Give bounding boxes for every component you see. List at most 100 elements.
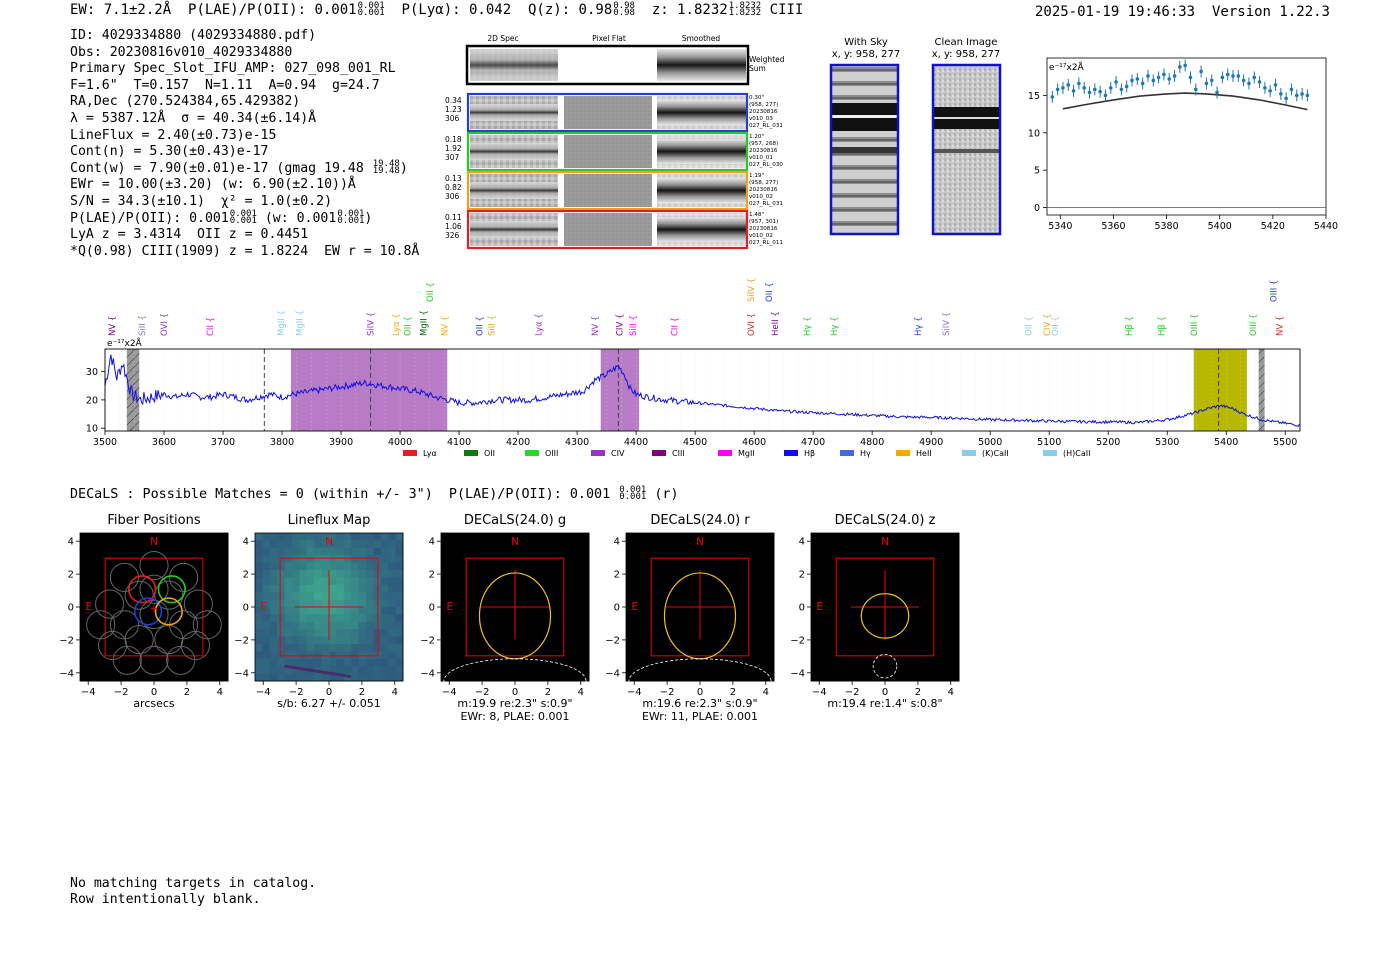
spectrum-frame — [104, 348, 1301, 432]
spectrum-x-tick: 4200 — [506, 437, 530, 448]
imaging-y-tick: 0 — [243, 603, 249, 614]
svg-text:MgII {: MgII { — [296, 310, 306, 336]
imaging-y-tick: −2 — [59, 635, 74, 646]
spectral-line-label: SiIV { — [367, 312, 377, 336]
zoom-y-tick: 15 — [1028, 91, 1040, 102]
spectral-line-label: SiIV { — [942, 312, 952, 336]
spectrum-x-tick: 5100 — [1037, 437, 1061, 448]
spectrum-x-tick: 4500 — [683, 437, 707, 448]
version: Version 1.22.3 — [1211, 4, 1330, 20]
spectrum-x-tick: 5000 — [978, 437, 1002, 448]
spectral-line-label: Hβ { — [1157, 316, 1167, 336]
svg-text:NV {: NV { — [591, 316, 601, 336]
legend-swatch — [962, 450, 976, 456]
imaging-x-tick: 4 — [763, 687, 769, 698]
zoom-y-tick: 5 — [1034, 166, 1040, 177]
spectrum-body: e⁻¹⁷x2Å 3500 3600 3700 3800 3900 4000 4100 4200 4… — [86, 337, 1301, 448]
cutout-row-right-4: v010_02 — [749, 233, 773, 239]
imaging-y-tick: −4 — [605, 668, 620, 679]
spectral-line-label: OIII { — [1269, 280, 1279, 302]
zoom-data-point — [1055, 87, 1060, 92]
zoom-data-point — [1093, 87, 1097, 92]
spectral-line-label: CIV { — [1043, 314, 1053, 336]
legend-label: CIV — [611, 449, 625, 458]
zoom-x-tick: 5360 — [1101, 221, 1125, 232]
spectral-line-label: MgII { — [420, 310, 430, 336]
imaging-x-tick: 0 — [151, 687, 157, 698]
svg-text:OII {: OII { — [476, 316, 486, 336]
info-contn: Cont(n) = 5.30(±0.43)e-17 — [70, 144, 269, 160]
imaging-y-tick: −4 — [234, 668, 249, 679]
imaging-x-tick: 0 — [697, 687, 703, 698]
spectral-line-label: SiII { — [138, 315, 148, 336]
info-q: *Q(0.98) CIII(1909) z = 1.8224 EW r = 10… — [70, 243, 420, 259]
info-radec: RA,Dec (270.524384,65.429382) — [70, 94, 301, 110]
imaging-y-tick: 4 — [614, 537, 620, 548]
cutout-row-border — [466, 92, 749, 133]
imaging-y-tick: 0 — [799, 603, 805, 614]
spectrum-x-tick: 4100 — [447, 437, 471, 448]
imaging-x-tick: 0 — [512, 687, 518, 698]
east-label: E — [261, 601, 268, 613]
imaging-y-tick: 2 — [243, 570, 249, 581]
timestamp: 2025-01-19 19:46:33 — [1034, 4, 1196, 20]
imaging-y-tick: −4 — [59, 668, 74, 679]
footer-line-2: Row intentionally blank. — [70, 891, 261, 907]
with-sky-title: With Sky x, y: 958, 277 — [831, 37, 901, 60]
zoom-data-point — [1252, 75, 1257, 80]
cutout-row-border — [466, 131, 749, 172]
header-plae-frac: 0.001 0.001 — [357, 1, 385, 18]
info-lya: LyA z = 3.4314 OII z = 0.4451 — [70, 227, 309, 243]
imaging-x-tick: 2 — [359, 687, 365, 698]
imaging-y-tick: −2 — [790, 635, 805, 646]
info-ewr: EWr = 10.00(±3.20) (w: 6.90(±2.10))Å — [70, 177, 356, 193]
imaging-x-tick: −4 — [627, 687, 642, 698]
imaging-panel-title: DECaLS(24.0) r — [650, 513, 750, 528]
fiber-circle-highlight — [128, 575, 157, 604]
legend-label: OII — [484, 449, 495, 458]
imaging-y-tick: 0 — [429, 603, 435, 614]
legend-label: OIII — [545, 449, 558, 458]
spectrum-shaded-region — [600, 349, 640, 431]
legend-swatch — [591, 450, 605, 456]
imaging-x-tick: −4 — [812, 687, 827, 698]
spectrum-masked-region — [1258, 349, 1265, 431]
imaging-x-tick: 4 — [217, 687, 223, 698]
spectral-line-label: NV { — [108, 316, 118, 336]
north-label: N — [696, 536, 704, 548]
imaging-ellipse — [478, 572, 552, 660]
spectral-line-label: OII { — [1025, 316, 1035, 336]
spectral-line-label: OVI { — [160, 313, 170, 336]
zoom-y-tick: 10 — [1028, 128, 1040, 139]
col-smoothed: Smoothed — [682, 34, 721, 43]
imaging-panel-title: DECaLS(24.0) g — [463, 513, 567, 528]
svg-text:MgII {: MgII { — [420, 310, 430, 336]
spectral-line-label: SiIV { — [747, 278, 757, 302]
imaging-x-tick: 0 — [882, 687, 888, 698]
svg-text:CIV {: CIV { — [616, 314, 626, 336]
spectral-line-label: Hβ { — [1125, 316, 1135, 336]
imaging-x-tick: 4 — [948, 687, 954, 698]
cutout-row-left-1: 0.18 — [445, 135, 462, 144]
svg-text:OII {: OII { — [1025, 316, 1035, 336]
spectral-line-label: CII { — [670, 317, 680, 336]
cutout-row-border — [466, 209, 749, 250]
zoom-data-point — [1204, 81, 1209, 86]
legend-swatch — [464, 450, 478, 456]
svg-text:NV {: NV { — [108, 316, 118, 336]
spectrum-x-tick: 5400 — [1214, 437, 1238, 448]
imaging-caption: m:19.9 re:2.3" s:0.9" — [457, 697, 573, 710]
fiber-circle-highlight — [154, 597, 183, 626]
legend-swatch — [1043, 450, 1057, 456]
cutout-row-right-1: 0.30" — [749, 95, 764, 101]
zoom-data-point — [1284, 96, 1288, 101]
spectrum-y-tick: 20 — [86, 395, 98, 406]
cutout-row-left-3: 326 — [445, 231, 460, 240]
zoom-data-point — [1231, 74, 1235, 78]
east-label: E — [632, 601, 639, 613]
zoom-x-tick: 5340 — [1048, 221, 1072, 232]
imaging-x-tick: −2 — [660, 687, 675, 698]
imaging-x-tick: 4 — [578, 687, 584, 698]
